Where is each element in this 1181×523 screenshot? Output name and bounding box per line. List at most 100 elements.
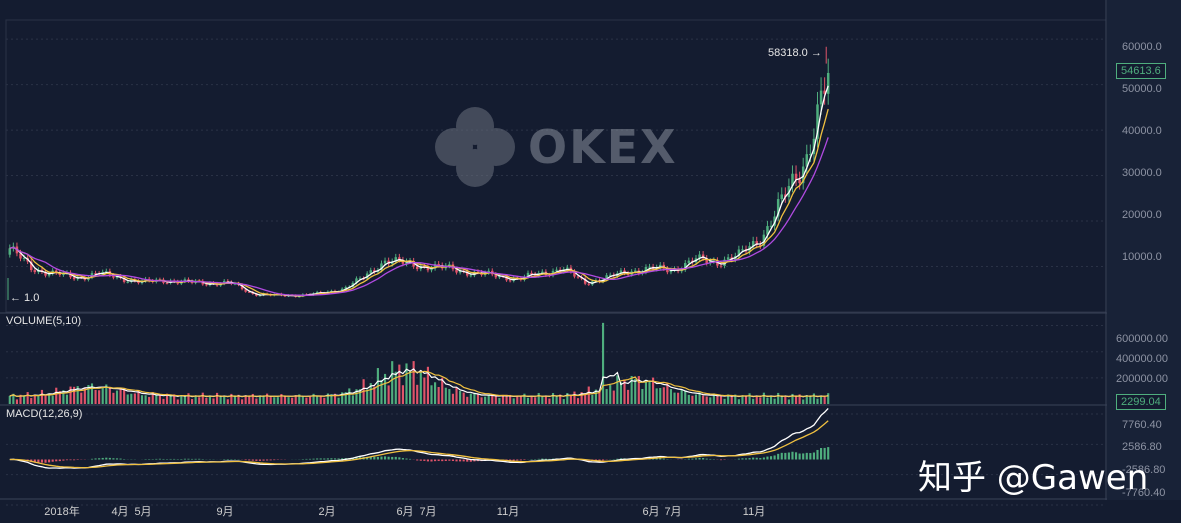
candle-body bbox=[755, 241, 758, 245]
candle-body bbox=[176, 281, 180, 284]
candle-body bbox=[433, 263, 437, 269]
candle-body bbox=[380, 263, 383, 271]
candle-body bbox=[122, 277, 126, 282]
candle-body bbox=[47, 273, 51, 276]
x-tick: 7月 bbox=[419, 506, 437, 518]
candle-body bbox=[769, 225, 773, 227]
candle-body bbox=[737, 249, 741, 257]
okex-watermark: OKEX bbox=[432, 104, 678, 190]
candle-body bbox=[458, 270, 462, 273]
x-tick: 2月 bbox=[318, 506, 336, 518]
y-axis-strip bbox=[1107, 0, 1181, 500]
candle-body bbox=[137, 280, 140, 284]
candle-body bbox=[766, 226, 769, 235]
candle-body bbox=[72, 277, 76, 280]
candle-body bbox=[373, 270, 376, 272]
x-tick: 9月 bbox=[216, 506, 234, 518]
candle-body bbox=[698, 254, 701, 259]
candle-body bbox=[44, 271, 47, 276]
candle-body bbox=[258, 295, 262, 297]
candle-body bbox=[405, 261, 408, 264]
candle-body bbox=[533, 274, 537, 276]
candle-body bbox=[819, 90, 823, 105]
candle-body bbox=[605, 275, 608, 280]
high-price-label: 58318.0 → bbox=[768, 47, 822, 59]
candle-body bbox=[776, 199, 780, 217]
candle-body bbox=[644, 266, 648, 273]
candle-body bbox=[244, 289, 247, 292]
candle-body bbox=[255, 293, 258, 296]
volume-ma10-line bbox=[9, 370, 829, 398]
candle-body bbox=[809, 153, 812, 155]
price-tick: 20000.0 bbox=[1122, 209, 1162, 221]
x-tick: 5月 bbox=[134, 506, 152, 518]
candle-body bbox=[233, 283, 237, 285]
macd-tick: -2586.80 bbox=[1122, 464, 1166, 476]
candle-body bbox=[784, 194, 787, 198]
candle-body bbox=[530, 272, 533, 275]
candle-body bbox=[398, 257, 401, 260]
price-tick: 30000.0 bbox=[1122, 167, 1162, 179]
candle-body bbox=[473, 271, 476, 276]
candle-body bbox=[58, 272, 62, 276]
candle-body bbox=[648, 266, 651, 268]
candle-body bbox=[183, 279, 187, 282]
macd-dif-line bbox=[9, 407, 829, 469]
candle-body bbox=[508, 280, 512, 282]
macd-tick: -7760.40 bbox=[1122, 487, 1166, 499]
candle-body bbox=[240, 284, 244, 290]
x-tick: 11月 bbox=[742, 506, 766, 518]
okex-logo-icon bbox=[435, 107, 515, 187]
last-price-tag: 54613.6 bbox=[1116, 63, 1166, 79]
candle-body bbox=[555, 269, 558, 271]
candle-body bbox=[283, 295, 287, 297]
candle-body bbox=[816, 104, 819, 139]
candle-body bbox=[712, 260, 716, 262]
macd-tick: 2586.80 bbox=[1122, 441, 1162, 453]
candle-body bbox=[583, 278, 587, 284]
candle-body bbox=[566, 267, 569, 270]
candle-body bbox=[726, 257, 730, 260]
volume-panel-title: VOLUME(5,10) bbox=[6, 315, 82, 327]
price-tick: 10000.0 bbox=[1122, 251, 1162, 263]
candle-body bbox=[19, 253, 22, 259]
candle-body bbox=[369, 270, 373, 274]
volume-tick: 200000.00 bbox=[1116, 373, 1168, 385]
candle-body bbox=[798, 179, 801, 184]
x-tick: 7月 bbox=[664, 506, 682, 518]
candle-body bbox=[29, 261, 33, 271]
candle-body bbox=[298, 296, 301, 298]
candle-body bbox=[687, 260, 691, 264]
candle-body bbox=[448, 264, 451, 266]
candle-body bbox=[794, 173, 798, 180]
low-price-label: ← 1.0 bbox=[10, 292, 40, 304]
candle-body bbox=[826, 72, 830, 94]
candle-body bbox=[741, 249, 744, 251]
candle-body bbox=[658, 264, 662, 268]
volume-ma5-line bbox=[9, 368, 829, 398]
macd-panel-title: MACD(12,26,9) bbox=[6, 408, 83, 420]
ma-yellow-line bbox=[9, 108, 829, 297]
candle-body bbox=[684, 263, 687, 270]
candle-body bbox=[455, 269, 458, 273]
candle-body bbox=[498, 275, 501, 278]
candle-body bbox=[401, 259, 405, 264]
zhihu-credit: 知乎 @Gawen bbox=[918, 458, 1149, 498]
candle-body bbox=[426, 266, 430, 271]
candle-body bbox=[205, 284, 208, 286]
candle-body bbox=[33, 270, 37, 273]
volume-last-tag: 2299.04 bbox=[1116, 394, 1166, 410]
candle-body bbox=[762, 234, 766, 246]
candle-body bbox=[247, 291, 251, 293]
candle-body bbox=[383, 260, 387, 264]
candle-body bbox=[666, 268, 669, 273]
candle-body bbox=[390, 261, 394, 265]
candle-body bbox=[791, 173, 794, 187]
candle-body bbox=[633, 270, 637, 272]
volume-tick: 400000.00 bbox=[1116, 353, 1168, 365]
volume-tick: 600000.00 bbox=[1116, 333, 1168, 345]
candle-body bbox=[394, 257, 398, 262]
candle-body bbox=[105, 271, 108, 273]
x-tick: 4月 bbox=[111, 506, 129, 518]
